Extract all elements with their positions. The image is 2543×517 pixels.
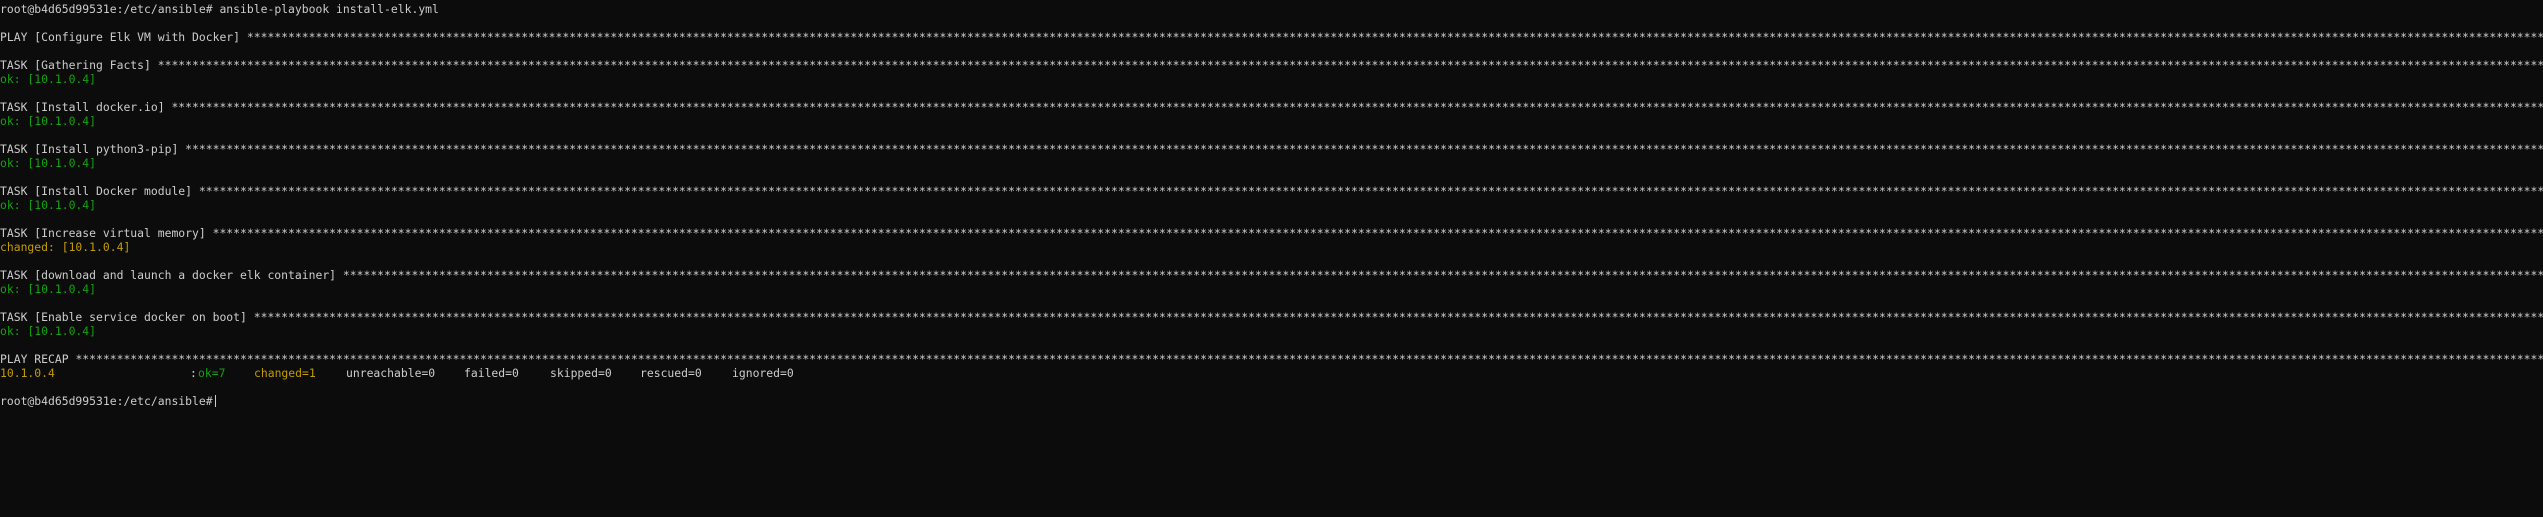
recap-skipped: skipped=0 (550, 366, 612, 380)
recap-header: PLAY RECAP (0, 352, 69, 366)
recap-changed: changed=1 (254, 366, 316, 380)
play-header: PLAY [Configure Elk VM with Docker] (0, 30, 241, 44)
separator-stars: ****************************************… (198, 184, 2543, 198)
separator-stars: ****************************************… (75, 352, 2543, 366)
task-header-line: TASK [Increase virtual memory] *********… (0, 226, 2543, 240)
task-result-changed: changed: [10.1.0.4] (0, 240, 131, 254)
task-header-line: TASK [Gathering Facts] *****************… (0, 58, 2543, 72)
task-header: TASK [Enable service docker on boot] (0, 310, 247, 324)
separator-stars: ****************************************… (212, 226, 2543, 240)
shell-prompt: root@b4d65d99531e:/etc/ansible# (0, 2, 213, 16)
task-header-line: TASK [Enable service docker on boot] ***… (0, 310, 2543, 324)
task-header-line: TASK [Install docker.io] ***************… (0, 100, 2543, 114)
blank-line (0, 16, 2543, 30)
separator-stars: ****************************************… (185, 142, 2543, 156)
task-result-ok: ok: [10.1.0.4] (0, 324, 97, 338)
blank-line (0, 170, 2543, 184)
command-line: root@b4d65d99531e:/etc/ansible# ansible-… (0, 2, 2543, 16)
task-result-ok: ok: [10.1.0.4] (0, 198, 97, 212)
task-header: TASK [Install python3-pip] (0, 142, 179, 156)
task-header: TASK [Install docker.io] (0, 100, 165, 114)
blank-line (0, 86, 2543, 100)
task-header-line: TASK [Install python3-pip] *************… (0, 142, 2543, 156)
blank-line (0, 380, 2543, 394)
task-result-ok: ok: [10.1.0.4] (0, 114, 97, 128)
recap-ok: ok=7 (198, 366, 226, 380)
blank-line (0, 212, 2543, 226)
play-header-line: PLAY [Configure Elk VM with Docker] ****… (0, 30, 2543, 44)
task-result-ok: ok: [10.1.0.4] (0, 282, 97, 296)
text-cursor (214, 395, 216, 407)
task-result-ok: ok: [10.1.0.4] (0, 156, 97, 170)
separator-stars: ****************************************… (253, 310, 2543, 324)
recap-colon: : (190, 366, 197, 380)
task-header: TASK [Increase virtual memory] (0, 226, 206, 240)
task-header: TASK [Install Docker module] (0, 184, 193, 198)
recap-failed: failed=0 (464, 366, 519, 380)
command-text: ansible-playbook install-elk.yml (219, 2, 439, 16)
separator-stars: ****************************************… (171, 100, 2543, 114)
task-header-line: TASK [Install Docker module] ***********… (0, 184, 2543, 198)
separator-stars: ****************************************… (342, 268, 2543, 282)
task-header: TASK [Gathering Facts] (0, 58, 151, 72)
final-prompt-line[interactable]: root@b4d65d99531e:/etc/ansible# (0, 394, 2543, 408)
recap-summary: 10.1.0.4:ok=7 changed=1 unreachable=0 faile… (0, 366, 2543, 380)
blank-line (0, 296, 2543, 310)
blank-line (0, 44, 2543, 58)
recap-ignored: ignored=0 (732, 366, 794, 380)
recap-unreachable: unreachable=0 (346, 366, 436, 380)
blank-line (0, 254, 2543, 268)
blank-line (0, 338, 2543, 352)
recap-host: 10.1.0.4 (0, 366, 55, 380)
task-header: TASK [download and launch a docker elk c… (0, 268, 337, 282)
recap-header-line: PLAY RECAP *****************************… (0, 352, 2543, 366)
shell-prompt: root@b4d65d99531e:/etc/ansible# (0, 394, 213, 408)
separator-stars: ****************************************… (246, 30, 2543, 44)
task-header-line: TASK [download and launch a docker elk c… (0, 268, 2543, 282)
blank-line (0, 128, 2543, 142)
separator-stars: ****************************************… (157, 58, 2543, 72)
recap-rescued: rescued=0 (640, 366, 702, 380)
task-result-ok: ok: [10.1.0.4] (0, 72, 97, 86)
